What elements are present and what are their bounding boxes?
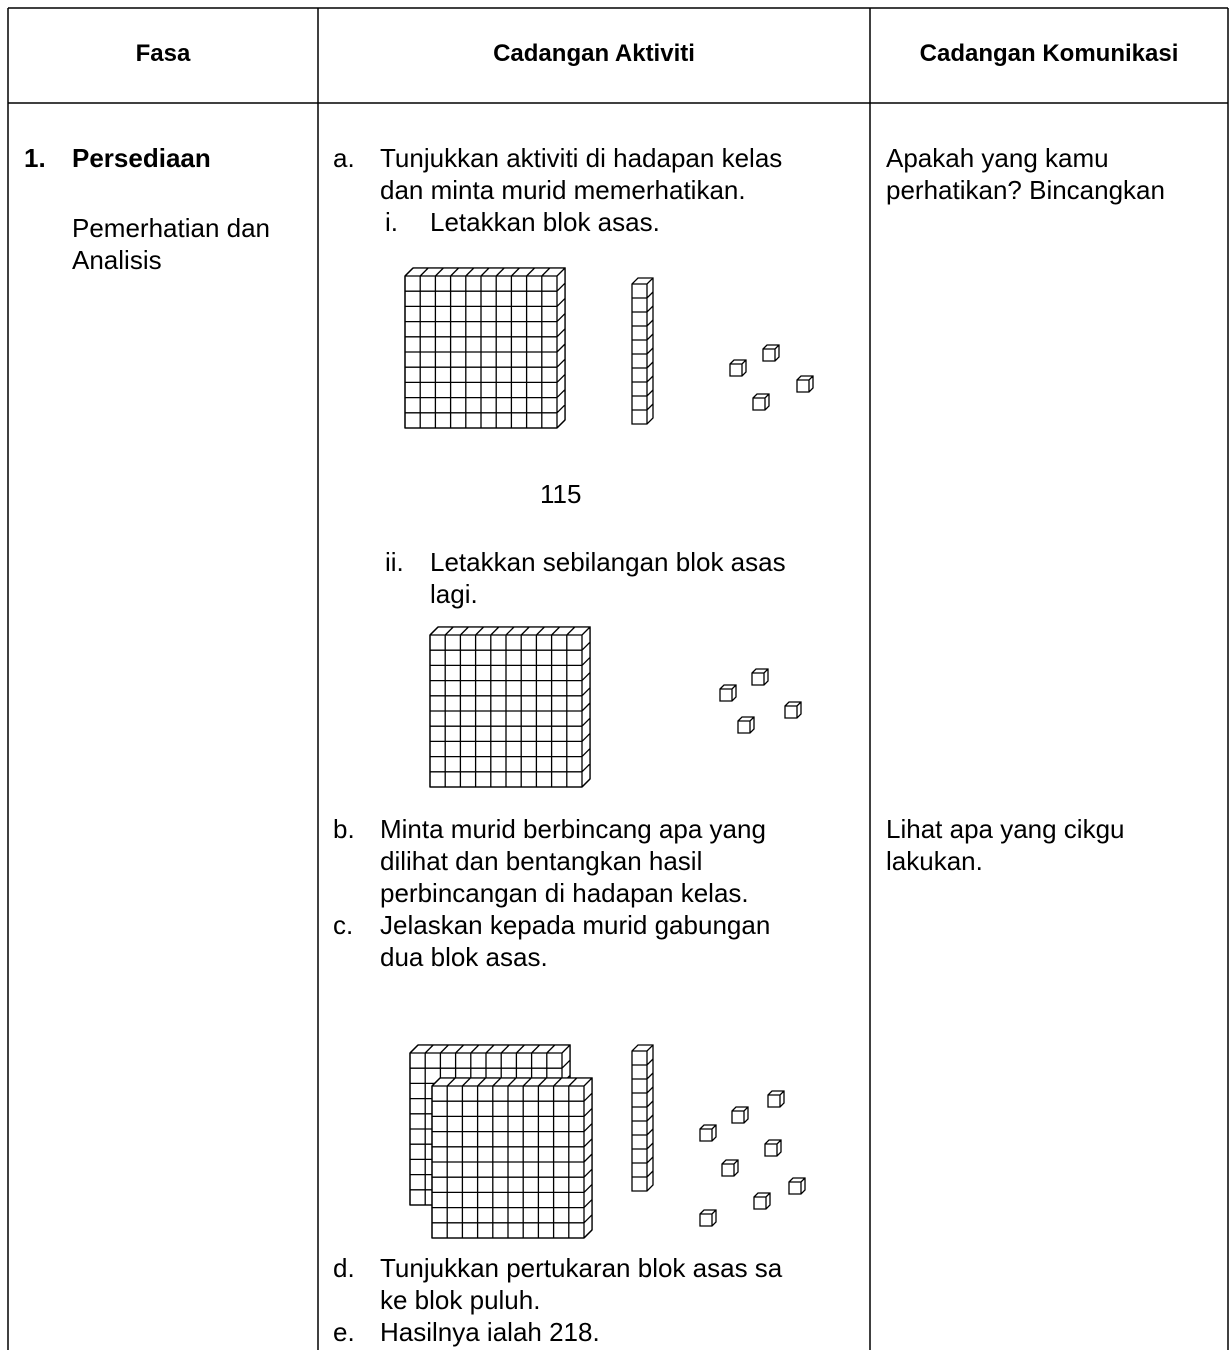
- block-stroke: [737, 716, 755, 734]
- phase-title: Persediaan: [72, 143, 211, 173]
- block-stroke: [764, 1139, 782, 1157]
- block-stroke: [729, 359, 747, 377]
- block-stroke: [751, 668, 769, 686]
- unit-block: [699, 1124, 717, 1142]
- sub-text: Letakkan sebilangan blok asas: [430, 547, 786, 577]
- unit-block: [796, 375, 814, 393]
- table-lines: [7, 7, 1229, 1350]
- sub-marker: ii.: [385, 547, 404, 577]
- header-cell: Cadangan Komunikasi: [919, 40, 1179, 67]
- unit-block: [721, 1159, 739, 1177]
- item-text: Tunjukkan pertukaran blok asas sa: [380, 1253, 783, 1283]
- unit-block: [788, 1177, 806, 1195]
- phase-subtitle: Analisis: [72, 245, 162, 275]
- block-stroke: [431, 1077, 593, 1239]
- unit-block: [753, 1192, 771, 1210]
- block-stroke: [762, 344, 780, 362]
- hundred-block: [431, 1077, 593, 1239]
- unit-block: [762, 344, 780, 362]
- block-stroke: [731, 1106, 749, 1124]
- item-marker: d.: [333, 1253, 355, 1283]
- unit-block: [719, 684, 737, 702]
- block-stroke: [632, 277, 654, 424]
- item-marker: e.: [333, 1317, 355, 1347]
- item-text: Jelaskan kepada murid gabungan: [380, 910, 771, 940]
- item-text: dan minta murid memerhatikan.: [380, 175, 746, 205]
- item-text: ke blok puluh.: [380, 1285, 541, 1315]
- block-stroke: [632, 1044, 654, 1191]
- unit-block: [764, 1139, 782, 1157]
- phase-number: 1.: [24, 143, 46, 173]
- communication-text: Apakah yang kamu: [886, 143, 1109, 173]
- unit-block: [737, 716, 755, 734]
- header-cell: Cadangan Aktiviti: [493, 40, 695, 67]
- item-text: Minta murid berbincang apa yang: [380, 814, 766, 844]
- block-stroke: [404, 267, 566, 429]
- unit-block: [699, 1209, 717, 1227]
- block-stroke: [753, 1192, 771, 1210]
- unit-block: [731, 1106, 749, 1124]
- item-marker: b.: [333, 814, 355, 844]
- item-marker: c.: [333, 910, 354, 940]
- unit-block: [784, 701, 802, 719]
- item-text: Tunjukkan aktiviti di hadapan kelas: [380, 143, 783, 173]
- caption: 115: [540, 479, 582, 509]
- block-stroke: [767, 1090, 785, 1108]
- unit-block: [729, 359, 747, 377]
- block-stroke: [796, 375, 814, 393]
- block-stroke: [788, 1177, 806, 1195]
- unit-block: [752, 393, 770, 411]
- block-stroke: [429, 626, 591, 788]
- block-stroke: [752, 393, 770, 411]
- block-stroke: [699, 1124, 717, 1142]
- block-stroke: [719, 684, 737, 702]
- hundred-block: [429, 626, 591, 788]
- communication-text: perhatikan? Bincangkan: [886, 175, 1165, 205]
- item-marker: a.: [333, 143, 355, 173]
- sub-marker: i.: [385, 207, 398, 237]
- block-stroke: [699, 1209, 717, 1227]
- phase-subtitle: Pemerhatian dan: [72, 213, 271, 243]
- communication-text: lakukan.: [886, 846, 983, 876]
- header-cell: Fasa: [135, 40, 191, 67]
- ten-block: [631, 1044, 654, 1192]
- unit-block: [751, 668, 769, 686]
- item-text: perbincangan di hadapan kelas.: [380, 878, 749, 908]
- item-text: Hasilnya ialah 218.: [380, 1317, 600, 1347]
- block-stroke: [721, 1159, 739, 1177]
- item-text: dilihat dan bentangkan hasil: [380, 846, 703, 876]
- communication-text: Lihat apa yang cikgu: [886, 814, 1125, 844]
- ten-block: [631, 277, 654, 425]
- block-stroke: [784, 701, 802, 719]
- hundred-block: [404, 267, 566, 429]
- unit-block: [767, 1090, 785, 1108]
- sub-text: lagi.: [430, 579, 478, 609]
- sub-text: Letakkan blok asas.: [430, 207, 660, 237]
- item-text: dua blok asas.: [380, 942, 548, 972]
